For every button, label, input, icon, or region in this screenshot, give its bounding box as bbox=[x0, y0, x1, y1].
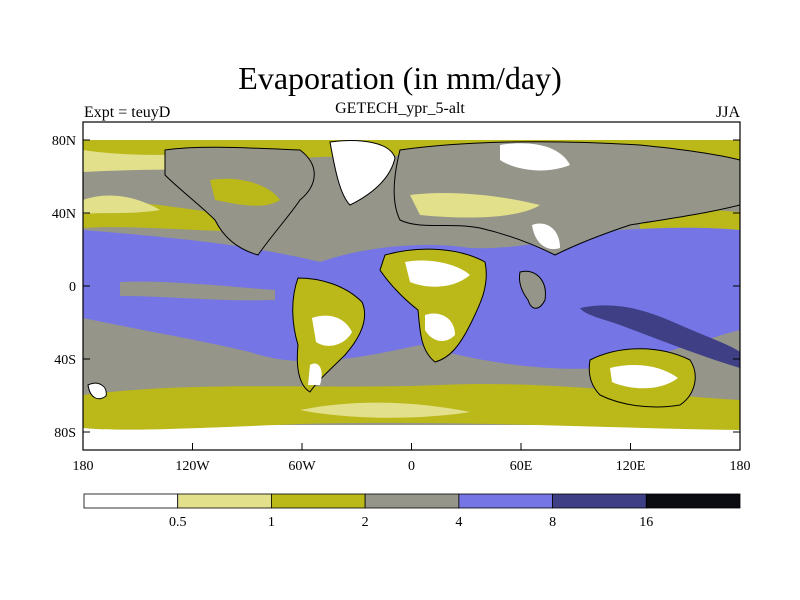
lon-tick-0: 0 bbox=[408, 459, 415, 474]
lat-tick-80s: 80S bbox=[54, 426, 76, 441]
plot-title: Evaporation (in mm/day) bbox=[238, 60, 562, 96]
colorbar-swatch bbox=[645, 493, 741, 509]
lon-tick-60w: 60W bbox=[288, 459, 316, 474]
colorbar-swatch bbox=[364, 493, 460, 509]
colorbar-label: 0.5 bbox=[169, 515, 187, 530]
south-pale-patch bbox=[300, 402, 470, 418]
eurasia-pale bbox=[410, 193, 540, 218]
colorbar-swatch bbox=[83, 493, 179, 509]
kalahari-dry bbox=[425, 313, 455, 342]
south-america-dry-zone bbox=[312, 315, 352, 346]
island-fragment bbox=[87, 382, 107, 400]
north-pacific-pale bbox=[83, 195, 160, 214]
lon-tick-120w: 120W bbox=[175, 459, 210, 474]
colorbar-label: 4 bbox=[455, 515, 462, 530]
india bbox=[519, 270, 546, 309]
experiment-label: Expt = teuyD bbox=[84, 104, 171, 121]
colorbar: 0.5 1 2 4 8 16 bbox=[83, 493, 741, 530]
lat-tick-0: 0 bbox=[69, 280, 76, 295]
lon-tick-60e: 60E bbox=[510, 459, 533, 474]
north-polar-band bbox=[83, 122, 740, 144]
evaporation-field bbox=[83, 122, 740, 450]
sahara-dry bbox=[405, 260, 470, 287]
arabia-dry bbox=[532, 223, 560, 250]
north-america-yellow bbox=[210, 178, 280, 206]
lon-tick-180e: 180 bbox=[730, 459, 751, 474]
lon-axis: 180 120W 60W 0 60E 120E 180 bbox=[73, 443, 751, 474]
colorbar-swatch bbox=[177, 493, 272, 509]
patagonia-dry bbox=[308, 363, 322, 385]
equatorial-tongue bbox=[120, 281, 275, 301]
colorbar-label: 16 bbox=[639, 515, 653, 530]
plot-subtitle: GETECH_ypr_5-alt bbox=[335, 100, 465, 117]
siberia-dry bbox=[500, 143, 570, 171]
colorbar-label: 1 bbox=[268, 515, 275, 530]
greenland bbox=[329, 140, 396, 206]
colorbar-label: 2 bbox=[362, 515, 369, 530]
colorbar-swatch bbox=[271, 493, 366, 509]
eurasia bbox=[393, 141, 740, 256]
australia-dry bbox=[610, 365, 678, 389]
season-label: JJA bbox=[715, 104, 740, 121]
lat-tick-80n: 80N bbox=[52, 134, 76, 149]
colorbar-swatch bbox=[458, 493, 553, 509]
lon-tick-180w: 180 bbox=[73, 459, 94, 474]
lat-tick-40s: 40S bbox=[54, 353, 76, 368]
lon-tick-120e: 120E bbox=[616, 459, 646, 474]
high-evaporation-band bbox=[580, 305, 740, 368]
colorbar-label: 8 bbox=[549, 515, 556, 530]
colorbar-swatch bbox=[552, 493, 647, 509]
lat-axis: 80N 40N 0 40S 80S bbox=[52, 134, 740, 441]
lat-tick-40n: 40N bbox=[52, 207, 76, 222]
